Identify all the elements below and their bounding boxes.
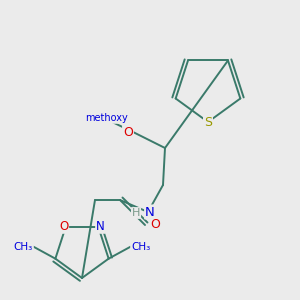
- Text: S: S: [204, 116, 212, 128]
- Text: CH₃: CH₃: [131, 242, 150, 252]
- Text: O: O: [123, 125, 133, 139]
- Text: H: H: [132, 208, 140, 218]
- Text: O: O: [150, 218, 160, 232]
- Text: CH₃: CH₃: [14, 242, 33, 252]
- Text: O: O: [59, 220, 68, 233]
- Text: N: N: [96, 220, 105, 233]
- Text: N: N: [145, 206, 155, 218]
- Text: methoxy: methoxy: [85, 113, 128, 123]
